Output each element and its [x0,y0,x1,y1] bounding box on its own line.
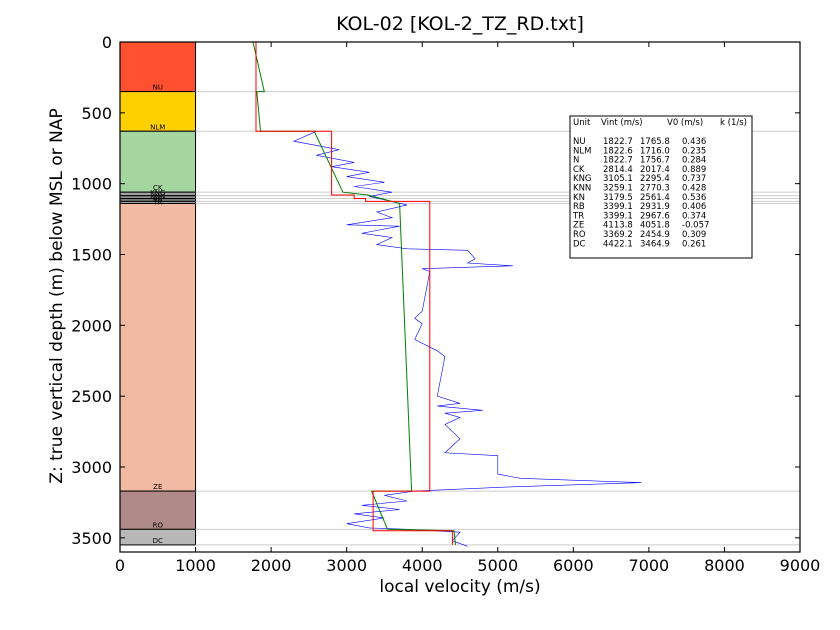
series-interval-velocity [255,42,453,545]
legend-cell: 0.284 [682,156,706,166]
y-axis-label: Z: true vertical depth (m) below MSL or … [47,108,67,483]
legend-cell: 2770.3 [640,184,670,194]
legend-cell: 1756.7 [640,156,670,166]
x-tick-label: 9000 [780,556,821,575]
legend-cell: RB [573,202,585,212]
series-log-velocity [292,131,642,547]
x-tick-label: 6000 [553,556,594,575]
legend-cell: 3399.1 [603,202,633,212]
y-tick-label: 2000 [71,316,112,335]
x-tick-label: 1000 [175,556,216,575]
legend-cell: 0.261 [682,239,706,249]
y-tick-label: 500 [81,104,112,123]
unit-label-ze: ZE [153,483,162,491]
chart-title: KOL-02 [KOL-2_TZ_RD.txt] [336,13,584,35]
x-tick-label: 4000 [402,556,443,575]
legend-cell: NU [573,137,586,147]
legend-cell: 1765.8 [640,137,670,147]
y-tick-label: 2500 [71,387,112,406]
legend-header-0: Unit [573,118,591,128]
unit-label-ck: CK [153,184,163,192]
x-tick-label: 8000 [704,556,745,575]
legend-cell: 2295.4 [640,174,670,184]
unit-label-ro: RO [153,521,164,529]
legend-cell: 2814.4 [603,165,633,175]
unit-label-nlm: NLM [150,123,165,131]
legend-cell: 3399.1 [603,211,633,221]
legend-cell: 0.536 [682,193,706,203]
unit-label-dc: DC [153,537,163,545]
unit-block-ze [119,203,197,492]
legend-header-3: k (1/s) [720,118,747,128]
unit-label-tr: TR [152,198,162,206]
legend-cell: TR [572,211,584,221]
legend-cell: KN [573,193,585,203]
legend-cell: 1716.0 [640,146,670,156]
legend-cell: 2931.9 [640,202,670,212]
legend-cell: 4422.1 [603,239,633,249]
y-tick-label: 0 [102,33,112,52]
legend-cell: 3369.2 [603,230,633,240]
y-tick-label: 1000 [71,175,112,194]
legend-cell: -0.057 [682,221,709,231]
x-tick-label: 0 [115,556,125,575]
legend-cell: N [573,156,579,166]
series-linear-model [252,41,456,545]
legend-cell: 1822.7 [603,156,633,166]
legend-cell: ZE [573,221,584,231]
legend-cell: 2017.4 [640,165,670,175]
x-tick-label: 7000 [629,556,670,575]
unit-label-knn: KNN [150,193,165,201]
legend-cell: 3105.1 [603,174,633,184]
unit-block-nlm [119,91,197,132]
legend-cell: 2967.6 [640,211,670,221]
legend-cell: CK [573,165,585,175]
y-tick-label: 3500 [71,529,112,548]
legend-cell: 0.889 [682,165,706,175]
legend-cell: 0.374 [682,211,706,221]
x-axis-label: local velocity (m/s) [379,577,540,597]
legend-cell: 1822.7 [603,137,633,147]
legend-cell: KNG [573,174,592,184]
unit-block-nu [119,41,197,93]
legend-cell: 4051.8 [640,221,670,231]
x-tick-label: 3000 [326,556,367,575]
plot-frame [119,41,801,553]
legend-cell: 0.428 [682,184,706,194]
legend-box [569,115,753,259]
legend-cell: 3259.1 [603,184,633,194]
legend-cell: KNN [573,184,591,194]
x-tick-label: 5000 [477,556,518,575]
legend-cell: 3179.5 [603,193,633,203]
legend-cell: 0.737 [682,174,706,184]
legend-header-2: V0 (m/s) [667,118,703,128]
legend-cell: 0.436 [682,137,706,147]
unit-label-rb: RB [153,196,163,204]
unit-block-ro [119,490,197,530]
legend-cell: 1822.6 [603,146,633,156]
legend-cell: 0.406 [682,202,706,212]
legend-cell: 3464.9 [640,239,670,249]
unit-block-ck [119,130,197,193]
legend-cell: 4113.8 [603,221,633,231]
y-tick-label: 3000 [71,458,112,477]
legend-cell: 0.309 [682,230,706,240]
legend-cell: DC [573,239,586,249]
legend-cell: 0.235 [682,146,706,156]
x-tick-label: 2000 [251,556,292,575]
legend-cell: 2454.9 [640,230,670,240]
legend-header-1: Vint (m/s) [601,118,643,128]
unit-label-nu: NU [153,84,163,92]
y-tick-label: 1500 [71,246,112,265]
legend-cell: 2561.4 [640,193,670,203]
legend-cell: NLM [573,146,591,156]
unit-label-kng: KNG [150,189,165,197]
legend-cell: RO [573,230,586,240]
